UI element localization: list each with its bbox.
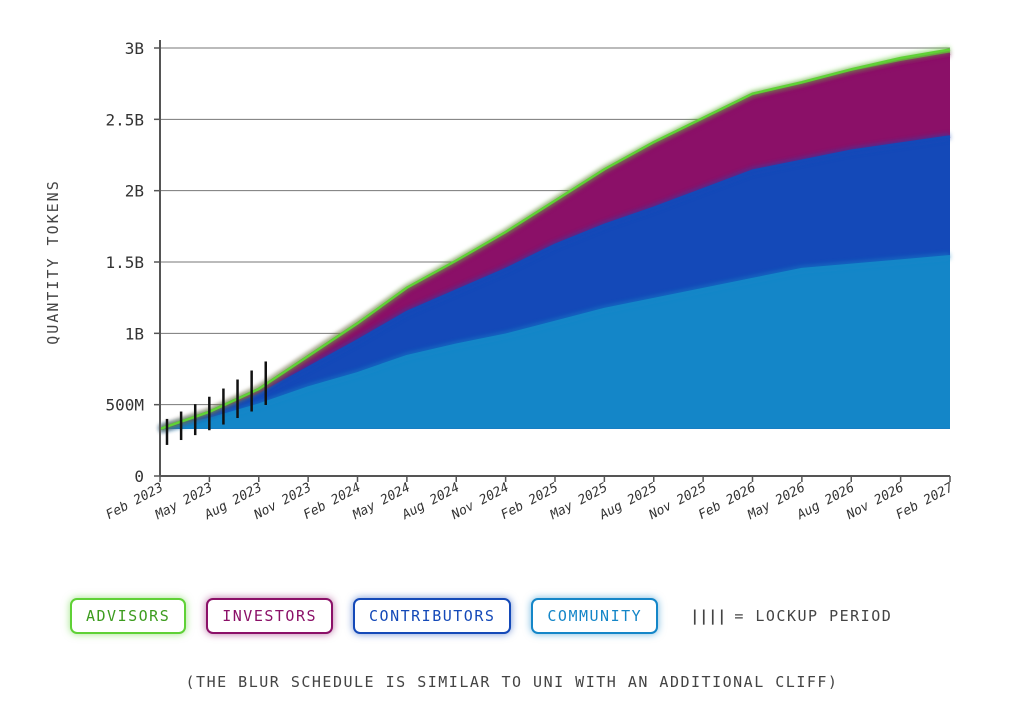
y-tick-label: 1B (125, 324, 144, 343)
outline-contributors (159, 135, 951, 431)
lockup-label: = LOCKUP PERIOD (734, 607, 893, 625)
area-community (160, 256, 950, 429)
x-tick-label: Feb 2027 (894, 480, 956, 523)
legend-lockup: |||| = LOCKUP PERIOD (690, 607, 892, 625)
y-tick-label: 0 (134, 467, 144, 486)
legend: ADVISORS INVESTORS CONTRIBUTORS COMMUNIT… (70, 598, 892, 634)
legend-label-investors: INVESTORS (222, 607, 318, 625)
legend-item-contributors: CONTRIBUTORS (353, 598, 512, 634)
footnote: (THE BLUR SCHEDULE IS SIMILAR TO UNI WIT… (185, 673, 839, 691)
legend-label-advisors: ADVISORS (86, 607, 171, 625)
outline-advisors (159, 48, 951, 431)
legend-item-community: COMMUNITY (531, 598, 659, 634)
legend-item-advisors: ADVISORS (70, 598, 187, 634)
lockup-symbol: |||| (690, 607, 727, 625)
lockup-period-marks (165, 361, 267, 445)
y-tick-label: 1.5B (105, 253, 144, 272)
y-axis-title: QUANTITY TOKENS (44, 179, 62, 344)
legend-label-community: COMMUNITY (547, 607, 643, 625)
y-tick-label: 3B (125, 39, 144, 58)
stacked-areas (159, 46, 951, 432)
legend-item-investors: INVESTORS (206, 598, 334, 634)
y-tick-label: 500M (105, 396, 144, 415)
y-tick-label: 2B (125, 182, 144, 201)
y-tick-label: 2.5B (105, 110, 144, 129)
legend-label-contributors: CONTRIBUTORS (369, 607, 496, 625)
y-tick-labels: 0 500M 1B 1.5B 2B 2.5B 3B (105, 39, 160, 486)
outline-community (159, 255, 951, 431)
